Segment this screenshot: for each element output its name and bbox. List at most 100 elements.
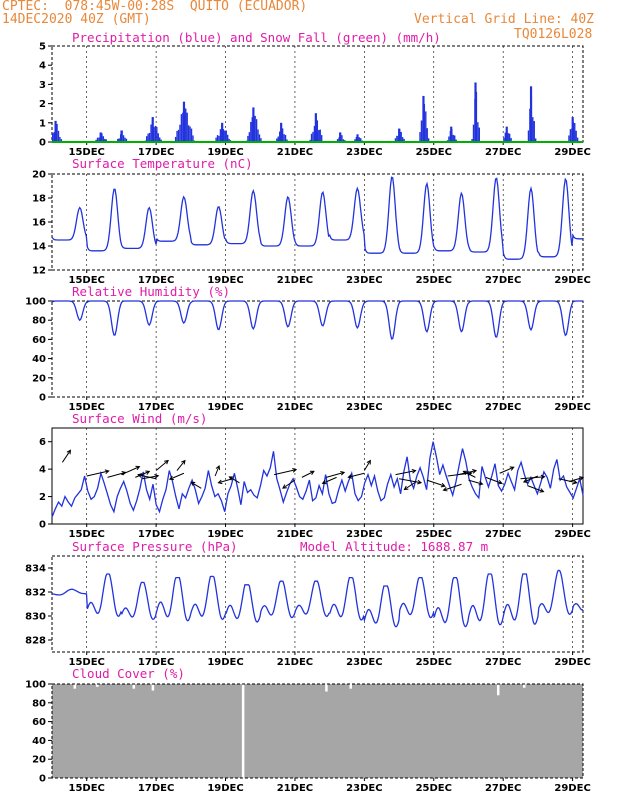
wind-arrow xyxy=(443,483,462,491)
pressure-line xyxy=(51,569,584,628)
precip-ytick-label: 1 xyxy=(39,118,46,129)
temp-ytick-label: 14 xyxy=(32,242,46,253)
cloud-xtick-label: 17DEC xyxy=(138,783,174,794)
wind-arrow-head xyxy=(181,459,186,465)
wind-arrow-head xyxy=(347,474,353,479)
precip-xtick-label: 15DEC xyxy=(69,147,105,158)
precip-peak-bar xyxy=(280,122,283,142)
precip-bar xyxy=(255,119,258,142)
precip-bar xyxy=(419,132,421,142)
cloud-xtick-label: 21DEC xyxy=(277,783,313,794)
precip-title: Precipitation (blue) and Snow Fall (gree… xyxy=(72,30,441,45)
precip-bar xyxy=(124,137,126,142)
wind-xtick-label: 29DEC xyxy=(554,529,590,540)
precip-bar xyxy=(53,132,55,142)
precip-bar xyxy=(228,138,230,142)
precip-panel xyxy=(48,45,584,145)
rh-line xyxy=(51,300,583,340)
wind-arrow-head xyxy=(137,473,143,478)
wind-arrow-head xyxy=(478,480,484,486)
precip-bar xyxy=(532,117,534,142)
pressure-altitude-note: Model Altitude: 1688.87 m xyxy=(300,539,488,554)
precip-bar xyxy=(318,130,320,142)
wind-arrow-head xyxy=(309,470,315,475)
pressure-ytick-label: 830 xyxy=(25,612,46,623)
wind-arrow-head xyxy=(440,482,446,488)
precip-bar xyxy=(394,138,397,142)
rh-ytick-label: 0 xyxy=(39,393,46,404)
precip-peak-bar xyxy=(99,132,102,142)
header-date: 14DEC2020 40Z (GMT) xyxy=(2,12,151,27)
precip-bar xyxy=(251,117,253,142)
precip-bar xyxy=(342,139,345,142)
wind-arrow-head xyxy=(472,469,478,474)
precip-bar xyxy=(454,135,456,142)
precip-xtick-label: 23DEC xyxy=(346,147,382,158)
precip-peak-bar xyxy=(252,107,255,142)
rh-ytick-label: 60 xyxy=(32,335,46,346)
precip-bar xyxy=(527,130,530,142)
precip-bar xyxy=(312,131,314,142)
precip-bar xyxy=(455,139,457,142)
precip-bar xyxy=(52,133,54,142)
wind-arrow xyxy=(457,470,477,476)
precip-bar xyxy=(187,125,190,142)
rh-ytick-label: 20 xyxy=(32,373,46,384)
wind-arrow xyxy=(190,481,202,489)
precip-bar xyxy=(336,139,339,142)
precip-bar xyxy=(360,138,362,142)
temp-ytick-label: 12 xyxy=(32,266,46,277)
wind-xtick-label: 15DEC xyxy=(69,529,105,540)
temp-title: Surface Temperature (nC) xyxy=(72,156,253,171)
precip-bar xyxy=(189,126,191,142)
wind-arrow xyxy=(107,471,126,478)
cloud-xtick-label: 15DEC xyxy=(69,783,105,794)
wind-arrow xyxy=(568,477,584,482)
cloud-dip xyxy=(96,684,99,687)
precip-peak-bar xyxy=(182,101,186,142)
wind-arrow xyxy=(121,466,140,476)
precip-bar xyxy=(179,124,181,142)
precip-peak-bar xyxy=(314,113,317,142)
precip-bar xyxy=(508,133,511,142)
wind-arrow xyxy=(398,478,422,484)
wind-frame xyxy=(51,427,584,525)
cloud-ytick-label: 40 xyxy=(32,736,46,747)
pressure-xtick-label: 29DEC xyxy=(554,657,590,668)
pressure-xtick-label: 15DEC xyxy=(69,657,105,668)
precip-ytick-label: 4 xyxy=(39,61,46,72)
cloud-area xyxy=(52,684,583,778)
wind-arrow xyxy=(282,479,296,489)
wind-arrow-head xyxy=(104,469,110,475)
wind-arrow-head xyxy=(190,481,196,487)
precip-bar xyxy=(568,135,570,142)
cloud-title: Cloud Cover (%) xyxy=(72,666,185,681)
wind-arrow-head xyxy=(539,488,545,493)
precip-bar xyxy=(401,137,404,142)
wind-ytick-label: 6 xyxy=(39,437,46,448)
pressure-xtick-label: 17DEC xyxy=(138,657,174,668)
wind-arrow xyxy=(274,469,297,476)
temp-ytick-label: 20 xyxy=(32,170,46,181)
pressure-panel xyxy=(48,555,584,655)
wind-arrow xyxy=(301,470,315,478)
precip-bar xyxy=(254,115,256,142)
cloud-ytick-label: 100 xyxy=(25,680,46,691)
wind-xtick-label: 23DEC xyxy=(346,529,382,540)
precip-bar xyxy=(95,139,97,142)
precip-bar xyxy=(576,137,579,142)
pressure-frame xyxy=(51,555,584,653)
precip-bar xyxy=(122,135,125,142)
wind-arrow-head xyxy=(282,484,287,489)
precip-bar xyxy=(159,137,161,142)
precip-bar xyxy=(472,124,475,142)
precip-bar xyxy=(185,108,187,142)
cloud-xtick-label: 25DEC xyxy=(416,783,452,794)
wind-arrow xyxy=(395,470,416,476)
precip-bar xyxy=(286,139,288,142)
rh-ytick-label: 80 xyxy=(32,316,46,327)
precip-bar xyxy=(507,133,509,142)
wind-xtick-label: 25DEC xyxy=(416,529,452,540)
wind-arrow-head xyxy=(411,468,417,474)
precip-bar xyxy=(503,137,505,142)
